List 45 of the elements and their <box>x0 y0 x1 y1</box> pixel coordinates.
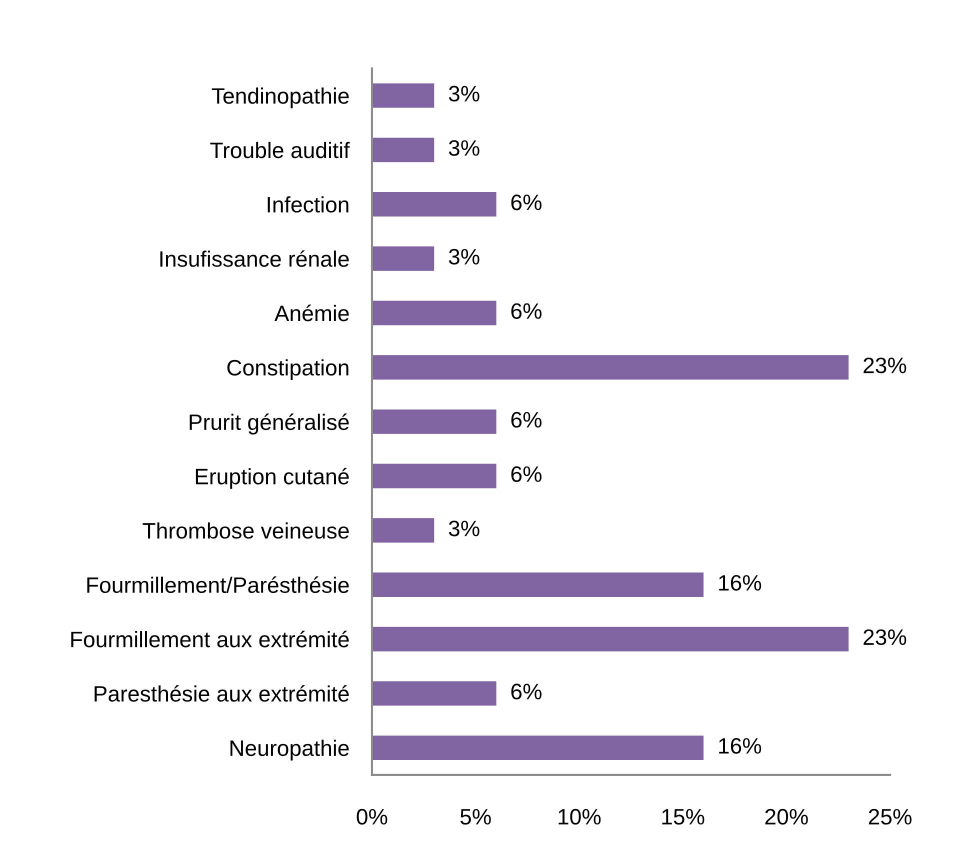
data-label: 6% <box>511 303 542 319</box>
bar <box>372 572 704 597</box>
y-tick-label: Paresthésie aux extrémité <box>94 685 349 702</box>
bar <box>372 681 496 706</box>
data-label: 23% <box>864 358 906 374</box>
y-tick-label: Eruption cutané <box>196 468 349 489</box>
bar <box>372 626 849 652</box>
x-tick-label: 10% <box>558 808 601 825</box>
y-tick-label: Thrombose veineuse <box>142 522 349 539</box>
x-tick-label: 20% <box>765 808 808 825</box>
y-tick-label: Trouble auditif <box>210 142 350 158</box>
data-label: 6% <box>511 466 542 482</box>
bar <box>372 192 496 217</box>
y-tick-label: Anémie <box>274 304 349 322</box>
data-label: 6% <box>511 684 542 700</box>
data-label: 6% <box>511 194 542 210</box>
bar <box>372 464 496 488</box>
y-tick-label: Fourmillement aux extrémité <box>71 630 349 648</box>
bar <box>372 736 704 760</box>
x-tick-label: 5% <box>460 808 491 825</box>
y-tick-label: Insufissance rénale <box>160 250 349 267</box>
y-tick-label: Prurit généralisé <box>190 414 349 434</box>
x-tick-label: 15% <box>662 808 704 825</box>
x-tick-label: 25% <box>868 808 912 825</box>
bar <box>372 355 849 380</box>
data-label: 16% <box>719 738 762 754</box>
y-tick-label: Tendinopathie <box>212 88 349 108</box>
data-label: 3% <box>448 140 480 156</box>
y-tick-label: Neuropathie <box>230 740 349 760</box>
y-tick-label: Fourmillement/Parésthésie <box>87 576 349 594</box>
x-tick-label: 0% <box>356 808 388 825</box>
data-label: 16% <box>719 574 762 591</box>
data-label: 3% <box>448 520 480 536</box>
y-tick-label: Infection <box>268 196 348 213</box>
bar <box>372 83 434 108</box>
y-tick-label: Constipation <box>227 359 348 380</box>
bar <box>372 518 434 543</box>
data-label: 23% <box>864 629 906 646</box>
data-label: 3% <box>448 86 480 102</box>
bar <box>372 138 434 162</box>
bar <box>372 300 496 326</box>
data-label: 6% <box>511 412 542 428</box>
data-label: 3% <box>448 248 480 265</box>
bar <box>372 409 496 434</box>
bar <box>372 246 434 271</box>
